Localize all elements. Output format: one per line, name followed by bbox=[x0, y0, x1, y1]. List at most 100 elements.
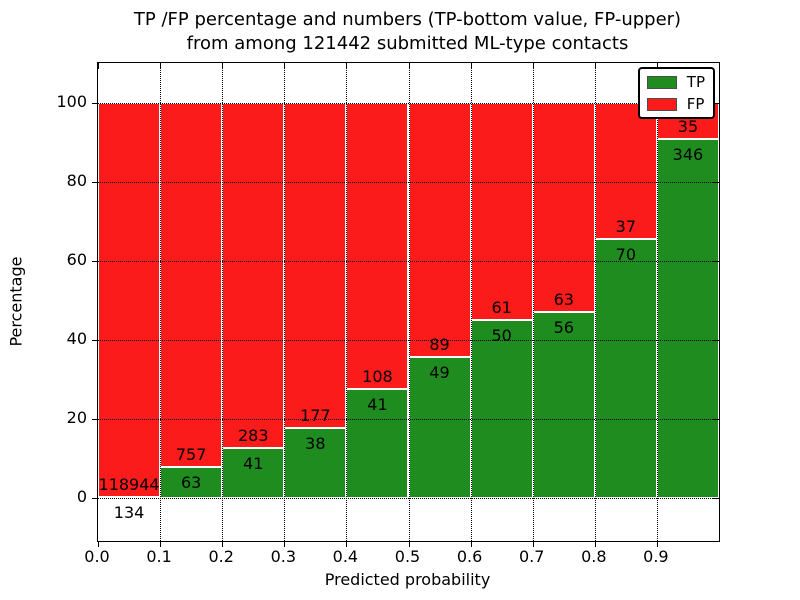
x-tick-mark bbox=[408, 541, 410, 547]
y-tick-label: 60 bbox=[66, 249, 87, 269]
y-tick-mark-right bbox=[713, 418, 719, 420]
x-tick-label: 0.9 bbox=[643, 547, 669, 566]
tp-count-label: 49 bbox=[429, 363, 450, 383]
fp-legend-swatch bbox=[646, 97, 677, 111]
x-tick-label: 0.1 bbox=[146, 547, 172, 566]
tp-bar-segment bbox=[594, 239, 657, 498]
x-tick-mark-top bbox=[656, 63, 658, 69]
x-tick-mark-top bbox=[532, 63, 534, 69]
y-tick-mark bbox=[92, 418, 98, 420]
fp-bar-segment bbox=[470, 102, 533, 320]
x-tick-mark bbox=[594, 541, 596, 547]
fp-count-label: 118944 bbox=[98, 475, 160, 495]
legend-label: TP bbox=[686, 73, 705, 91]
x-tick-mark-top bbox=[284, 63, 286, 69]
y-tick-mark-right bbox=[713, 339, 719, 341]
tp-count-label: 56 bbox=[553, 317, 574, 337]
plot-area: 118944 134 757 63 283 41 177 38 108 41 89 49 61 50 63 5… bbox=[92, 62, 720, 547]
tp-bar-segment bbox=[532, 311, 595, 498]
x-tick-mark bbox=[98, 541, 99, 547]
y-tick-mark-right bbox=[713, 181, 719, 183]
fp-bar-segment bbox=[284, 102, 347, 428]
y-tick-mark bbox=[92, 497, 98, 499]
y-tick-mark bbox=[92, 102, 98, 104]
x-tick-label: 0.7 bbox=[518, 547, 545, 566]
fp-count-label: 37 bbox=[615, 217, 637, 237]
x-tick-mark bbox=[222, 541, 224, 547]
v-gridline bbox=[470, 63, 472, 541]
fp-bar-segment bbox=[408, 102, 471, 358]
y-tick-label: 20 bbox=[66, 407, 87, 427]
fp-count-label: 89 bbox=[429, 335, 450, 355]
fp-count-label: 757 bbox=[175, 445, 207, 465]
y-tick-mark bbox=[92, 260, 98, 262]
fp-bar-segment bbox=[532, 102, 595, 312]
x-tick-mark bbox=[160, 541, 162, 547]
fp-count-label: 63 bbox=[553, 289, 574, 309]
x-tick-mark-top bbox=[98, 63, 99, 69]
tp-count-label: 346 bbox=[672, 144, 704, 164]
x-tick-label: 0.8 bbox=[581, 547, 607, 566]
x-tick-mark bbox=[656, 541, 658, 547]
v-gridline bbox=[532, 63, 534, 541]
tp-count-label: 63 bbox=[180, 473, 202, 493]
fp-bar-segment bbox=[594, 102, 657, 240]
y-tick-label: 80 bbox=[66, 170, 87, 190]
tp-count-label: 41 bbox=[367, 394, 388, 414]
tp-bar-segment bbox=[160, 467, 223, 498]
x-tick-mark-top bbox=[470, 63, 472, 69]
legend-entry: TP bbox=[646, 73, 705, 91]
y-tick-mark bbox=[92, 339, 98, 341]
x-axis-title: Predicted probability bbox=[324, 570, 491, 589]
y-tick-mark-right bbox=[713, 497, 719, 499]
fp-bar-segment bbox=[98, 102, 161, 498]
v-gridline bbox=[160, 63, 162, 541]
v-gridline bbox=[284, 63, 286, 541]
tp-count-label: 38 bbox=[305, 433, 326, 453]
fp-bar-segment bbox=[160, 102, 223, 468]
x-tick-mark-top bbox=[594, 63, 596, 69]
tp-count-label: 41 bbox=[243, 453, 264, 473]
x-tick-label: 0.3 bbox=[270, 547, 297, 566]
v-gridline bbox=[594, 63, 596, 541]
fp-bar-segment bbox=[222, 102, 285, 448]
fp-count-label: 177 bbox=[300, 405, 331, 425]
y-axis-title: Percentage bbox=[6, 256, 26, 347]
tp-bar-segment bbox=[346, 388, 409, 498]
chart-title-line1: TP /FP percentage and numbers (TP-bottom… bbox=[133, 9, 682, 30]
x-tick-label: 0.4 bbox=[332, 547, 359, 566]
v-gridline bbox=[408, 63, 410, 541]
legend-entry: FP bbox=[646, 95, 705, 113]
chart-title: TP /FP percentage and numbers (TP-bottom… bbox=[97, 8, 718, 56]
chart-title-line2: from among 121442 submitted ML-type cont… bbox=[186, 33, 629, 54]
y-tick-label: 0 bbox=[76, 486, 87, 506]
tp-count-label: 50 bbox=[491, 325, 512, 345]
tp-bar-segment bbox=[470, 319, 533, 498]
x-tick-label: 0.2 bbox=[208, 547, 234, 566]
x-tick-mark bbox=[346, 541, 348, 547]
fp-bar-segment bbox=[346, 102, 409, 389]
legend-label: FP bbox=[686, 95, 705, 113]
tp-count-label: 134 bbox=[113, 503, 145, 523]
fp-count-label: 108 bbox=[362, 366, 393, 386]
x-tick-label: 0.6 bbox=[456, 547, 483, 566]
fp-count-label: 61 bbox=[491, 297, 512, 317]
y-tick-mark-right bbox=[713, 102, 719, 104]
v-gridline bbox=[346, 63, 348, 541]
tp-bar-segment bbox=[656, 138, 719, 498]
y-tick-mark-right bbox=[713, 260, 719, 262]
tp-bar-segment bbox=[284, 427, 347, 498]
fp-count-label: 283 bbox=[237, 425, 269, 445]
x-tick-mark-top bbox=[222, 63, 224, 69]
x-tick-label: 0.5 bbox=[394, 547, 421, 566]
x-tick-mark bbox=[532, 541, 534, 547]
y-tick-label: 40 bbox=[66, 328, 87, 348]
v-gridline bbox=[222, 63, 224, 541]
x-tick-mark-top bbox=[160, 63, 162, 69]
v-gridline bbox=[656, 63, 658, 541]
legend: TP FP bbox=[637, 67, 715, 119]
tp-count-label: 70 bbox=[615, 245, 637, 265]
y-tick-label: 100 bbox=[56, 91, 87, 111]
fp-count-label: 35 bbox=[677, 116, 699, 136]
